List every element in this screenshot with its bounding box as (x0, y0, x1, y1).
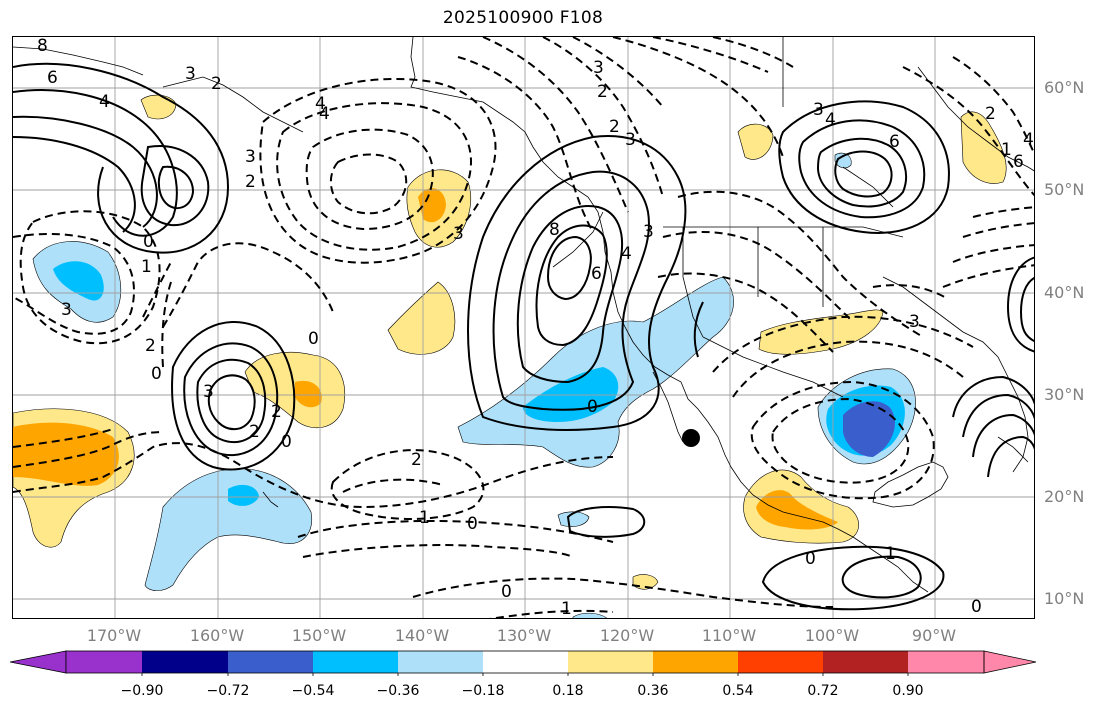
lat-label-10n: 10°N (1044, 589, 1085, 608)
map-panel: 8 6 4 3 2 0 1 3 0 2 3 2 2 0 2 1 0 0 1 1 … (12, 36, 1035, 619)
contour-label: 0 (501, 582, 512, 602)
contour-label: 1 (1001, 140, 1012, 160)
colorbar-bin (568, 651, 653, 673)
colorbar-bin (653, 651, 738, 673)
lon-label-170w: 170°W (86, 626, 142, 645)
contour-label: 1 (885, 544, 896, 564)
contour-label: 0 (281, 432, 292, 452)
colorbar-tick: −0.36 (376, 683, 420, 699)
contour-label: 3 (203, 382, 214, 402)
contour-label: 2 (211, 74, 222, 94)
lon-label-150w: 150°W (291, 626, 347, 645)
lat-label-60n: 60°N (1044, 78, 1085, 97)
colorbar-bin (66, 651, 142, 673)
contour-label: 1 (141, 257, 152, 277)
colorbar-tick: 0.72 (807, 683, 839, 699)
colorbar (10, 650, 1037, 676)
contour-label: 3 (909, 312, 920, 332)
contour-label: 3 (453, 224, 464, 244)
contour-label: 8 (549, 220, 560, 240)
colorbar-bin (228, 651, 313, 673)
colorbar-tick: 0.54 (722, 683, 754, 699)
contour-label: 1 (419, 508, 430, 528)
lon-label-110w: 110°W (701, 626, 757, 645)
contour-label: 0 (143, 232, 154, 252)
anomaly-shading (13, 94, 1007, 618)
contour-label: 6 (889, 132, 900, 152)
contour-label: 4 (315, 94, 326, 114)
lon-label-120w: 120°W (599, 626, 655, 645)
colorbar-bin (823, 651, 908, 673)
lon-label-140w: 140°W (394, 626, 450, 645)
contour-label: 4 (825, 110, 836, 130)
lon-label-100w: 100°W (804, 626, 860, 645)
contour-label: 1 (561, 599, 572, 619)
contour-label: 0 (467, 514, 478, 534)
lat-label-30n: 30°N (1044, 385, 1085, 404)
colorbar-tick: 0.18 (552, 683, 584, 699)
contour-label: 2 (985, 104, 996, 124)
lat-lon-grid (13, 37, 1034, 618)
contour-label: 0 (308, 329, 319, 349)
contour-label: 4 (621, 244, 632, 264)
lat-label-20n: 20°N (1044, 487, 1085, 506)
negative-contours (13, 37, 1034, 618)
map-canvas: 8 6 4 3 2 0 1 3 0 2 3 2 2 0 2 1 0 0 1 1 … (13, 37, 1034, 619)
colorbar-bin (908, 651, 984, 673)
contour-label: 0 (805, 549, 816, 569)
contour-label: 2 (271, 402, 282, 422)
colorbar-bin (398, 651, 483, 673)
contour-label: 4 (319, 104, 330, 124)
contour-label: 6 (1013, 152, 1024, 172)
colorbar-bin (313, 651, 398, 673)
contour-label: 2 (145, 336, 156, 356)
contour-label: 4 (1023, 130, 1034, 150)
positive-contours (13, 62, 1034, 611)
contour-label: 3 (625, 130, 636, 150)
lat-label-40n: 40°N (1044, 283, 1085, 302)
colorbar-tick: 0.90 (892, 683, 924, 699)
colorbar-tick: 0.36 (637, 683, 669, 699)
contour-label: 2 (249, 422, 260, 442)
colorbar-bin (483, 651, 568, 673)
colorbar-tick: −0.90 (120, 683, 164, 699)
contour-label: 0 (587, 397, 598, 417)
station-marker (682, 429, 700, 447)
colorbar-extend-high (983, 650, 1037, 674)
lat-label-50n: 50°N (1044, 180, 1085, 199)
lon-label-160w: 160°W (189, 626, 245, 645)
contour-label: 3 (643, 222, 654, 242)
contour-label: 0 (151, 364, 162, 384)
colorbar-tick: −0.54 (291, 683, 335, 699)
colorbar-tick: −0.72 (206, 683, 250, 699)
contour-label: 2 (411, 450, 422, 470)
contour-label: 8 (37, 37, 48, 56)
contour-label: 3 (813, 100, 824, 120)
map-title: 2025100900 F108 (442, 8, 604, 28)
contour-label: 3 (593, 58, 604, 78)
lon-label-90w: 90°W (911, 626, 957, 645)
contour-label: 0 (971, 597, 982, 617)
lon-label-130w: 130°W (496, 626, 552, 645)
contour-label: 2 (597, 82, 608, 102)
coastlines (13, 37, 1034, 593)
contour-label: 2 (609, 117, 620, 137)
colorbar-extend-low (10, 650, 67, 674)
colorbar-tick: −0.18 (461, 683, 505, 699)
contour-label: 6 (47, 68, 58, 88)
contour-labels: 8 6 4 3 2 0 1 3 0 2 3 2 2 0 2 1 0 0 1 1 … (37, 37, 1034, 619)
contour-label: 6 (591, 264, 602, 284)
contour-label: 2 (245, 172, 256, 192)
colorbar-bin (142, 651, 228, 673)
contour-label: 3 (61, 300, 72, 320)
contour-label: 3 (185, 64, 196, 84)
contour-label: 3 (245, 147, 256, 167)
contour-label: 4 (99, 92, 110, 112)
colorbar-bin (738, 651, 823, 673)
